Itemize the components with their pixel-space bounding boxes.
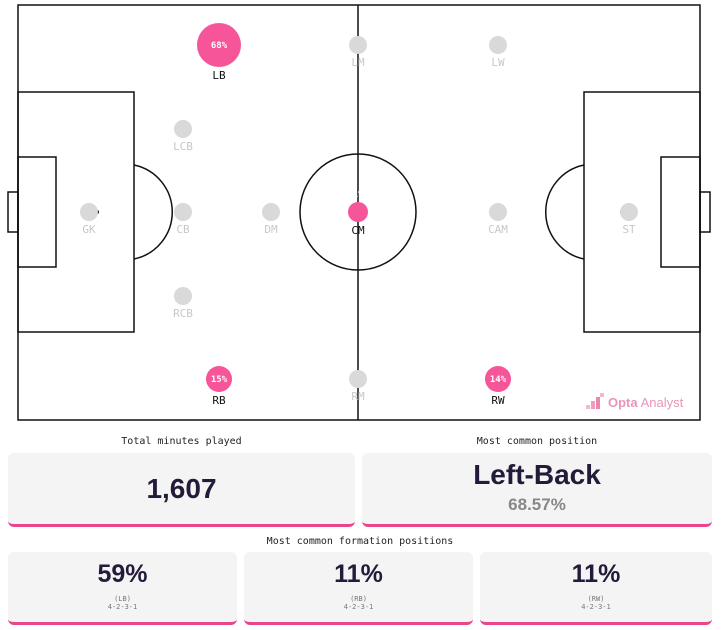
position-percentage: 68% [211, 41, 228, 51]
formation-name: 4-2-3-1 [107, 603, 138, 611]
position-label: GK [82, 223, 96, 236]
position-label: LCB [173, 140, 193, 153]
formation-card-rb: 11% (RB) 4-2-3-1 [244, 552, 473, 625]
position-label: LW [491, 56, 505, 69]
formation-card-lb: 59% (LB) 4-2-3-1 [8, 552, 237, 625]
position-marker [485, 366, 511, 392]
position-label: CB [176, 223, 190, 236]
opta-analyst-logo: Opta Analyst [586, 392, 683, 412]
position-cm: 1% CM [348, 190, 368, 237]
position-label: CM [351, 224, 365, 237]
position-marker [262, 203, 280, 221]
position-marker [174, 203, 192, 221]
logo-suffix: Analyst [640, 394, 684, 410]
position-percentage: 15% [211, 375, 228, 385]
position-marker [489, 36, 507, 54]
position-cb: CB [174, 203, 192, 236]
common-position-title: Most common position [476, 436, 598, 447]
position-lcb: LCB [173, 120, 193, 153]
position-rw: 14% RW [485, 366, 511, 407]
position-dm: DM [262, 203, 280, 236]
formation-pct: 59% [97, 560, 148, 588]
football-pitch: 68% LB LM LW LCB GK CB DM 1% CM CAM ST RCB 15% RB RM 14%… [7, 4, 711, 421]
position-marker [206, 366, 232, 392]
formation-pct: 11% [571, 560, 621, 588]
minutes-card: 1,607 [8, 453, 355, 527]
position-marker [80, 203, 98, 221]
minutes-value: 1,607 [146, 473, 217, 504]
position-rm: RM [349, 370, 367, 403]
position-lw: LW [489, 36, 507, 69]
formations-title: Most common formation positions [266, 536, 454, 547]
formation-position: (LB) [114, 595, 131, 603]
left-goal [7, 191, 19, 233]
position-label: RB [212, 394, 226, 407]
position-marker [197, 23, 241, 67]
position-label: RCB [173, 307, 193, 320]
position-marker [348, 202, 368, 222]
right-penalty-box [583, 91, 701, 333]
formation-position: (RB) [350, 595, 367, 603]
right-penalty-arc [545, 164, 585, 260]
formation-pct: 11% [334, 560, 383, 588]
position-marker [620, 203, 638, 221]
position-rcb: RCB [173, 287, 193, 320]
formation-name: 4-2-3-1 [343, 603, 374, 611]
position-lb: 68% LB [197, 23, 241, 82]
position-marker [174, 120, 192, 138]
opta-logo-icon [586, 393, 604, 409]
position-percentage: 14% [490, 375, 507, 385]
right-goal [699, 191, 711, 233]
position-label: RW [491, 394, 505, 407]
position-percentage: 1% [353, 190, 364, 200]
position-marker [349, 370, 367, 388]
position-st: ST [620, 203, 638, 236]
position-label: RM [351, 390, 365, 403]
common-position-value: Left-Back [473, 459, 601, 490]
center-circle [299, 153, 417, 271]
left-six-yard-box [17, 156, 57, 268]
minutes-title: Total minutes played [121, 436, 242, 447]
position-cam: CAM [488, 203, 508, 236]
left-penalty-box [17, 91, 135, 333]
position-label: ST [622, 223, 636, 236]
common-position-card: Left-Back 68.57% [362, 453, 712, 527]
right-six-yard-box [660, 156, 701, 268]
common-position-pct: 68.57% [508, 495, 566, 514]
position-label: CAM [488, 223, 508, 236]
position-label: DM [264, 223, 278, 236]
position-marker [489, 203, 507, 221]
formation-name: 4-2-3-1 [581, 603, 611, 611]
position-lm: LM [349, 36, 367, 69]
logo-brand: Opta [608, 394, 638, 410]
position-rb: 15% RB [206, 366, 232, 407]
formation-card-rw: 11% (RW) 4-2-3-1 [480, 552, 712, 625]
position-marker [349, 36, 367, 54]
position-gk: GK [80, 203, 98, 236]
position-label: LB [212, 69, 226, 82]
left-penalty-arc [133, 164, 173, 260]
formation-position: (RW) [587, 595, 605, 603]
position-label: LM [351, 56, 365, 69]
position-marker [174, 287, 192, 305]
